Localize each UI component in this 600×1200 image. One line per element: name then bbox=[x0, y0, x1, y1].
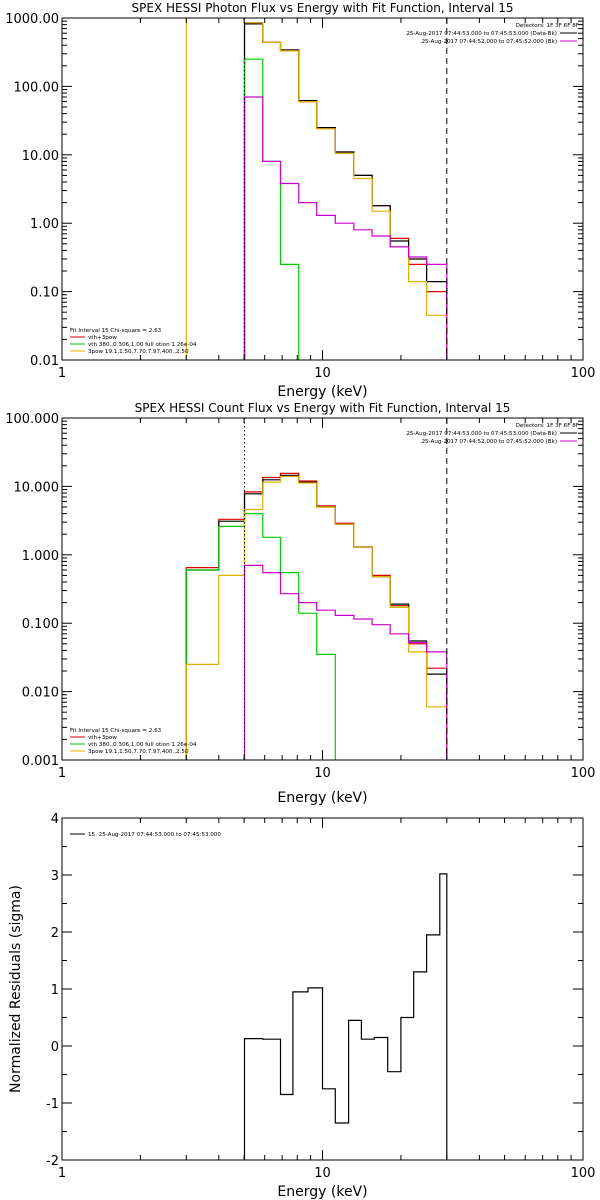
y-tick-label: 1.00 bbox=[30, 217, 59, 232]
legend-label: vth+3pow bbox=[88, 335, 117, 341]
legend-label: vth 380.,0.306,1.00 full otion 1.26e-04 bbox=[88, 342, 197, 348]
header-annotation: Detectors: 1F 3F 6F 8F bbox=[516, 23, 579, 29]
legend-label: vth 380.,0.306,1.00 full otion 1.26e-04 bbox=[88, 742, 197, 748]
y-axis-label: Normalized Residuals (sigma) bbox=[8, 885, 24, 1093]
chart-title: SPEX HESSI Photon Flux vs Energy with Fi… bbox=[132, 1, 514, 15]
y-tick-label: 10.000 bbox=[14, 480, 60, 495]
series-vth-3pow-total bbox=[243, 22, 448, 360]
header-annotation: 25-Aug-2017 07:44:53.000 to 07:45:53.000… bbox=[406, 431, 557, 437]
series-vth bbox=[185, 513, 336, 760]
x-tick-label: 1 bbox=[58, 366, 66, 381]
series-3pow bbox=[185, 18, 448, 360]
photon-flux-panel: 1 10 100 1000.00 100.00 10.00 1.00 0.10 0.01 SPEX… bbox=[5, 1, 596, 400]
plot-frame bbox=[61, 417, 584, 761]
x-tick-label: 100 bbox=[571, 366, 596, 381]
y-tick-label: 100.000 bbox=[5, 412, 59, 427]
count-flux-panel: 1 10 100 100.000 10.000 1.000 0.100 0.010 0.001 S… bbox=[5, 401, 595, 806]
x-tick-label: 100 bbox=[571, 1166, 596, 1181]
legend-label: Fit Interval 15 Chi-square = 2.63 bbox=[70, 728, 162, 734]
header-annotation: 25-Aug-2017 07:44:52.000 to 07:45:52.000… bbox=[421, 39, 557, 45]
y-tick-label: 0.001 bbox=[22, 754, 59, 769]
series-vth bbox=[243, 58, 300, 360]
x-tick-label: 1 bbox=[58, 766, 66, 781]
x-tick-label: 1 bbox=[58, 1166, 66, 1181]
x-tick-label: 10 bbox=[314, 766, 331, 781]
x-axis-label: Energy (keV) bbox=[277, 790, 367, 806]
x-axis-label: Energy (keV) bbox=[277, 1184, 367, 1200]
y-tick-label: 1000.00 bbox=[5, 12, 59, 27]
legend-label: 3pow 19.1,1.50,7.70,7.97,400.,2.50 bbox=[88, 749, 189, 755]
y-tick-label: 4 bbox=[51, 812, 59, 827]
y-tick-label: 0.01 bbox=[30, 354, 59, 369]
chart-title: SPEX HESSI Count Flux vs Energy with Fit… bbox=[135, 401, 511, 415]
series-residuals bbox=[243, 873, 448, 1160]
legend-label: 15. 25-Aug-2017 07:44:53.000 to 07:45:53… bbox=[88, 832, 221, 838]
y-tick-label: 0.100 bbox=[22, 617, 59, 632]
y-tick-label: 0.10 bbox=[30, 286, 59, 301]
series-background bbox=[243, 564, 448, 760]
legend-label: Fit Interval 15 Chi-square = 2.63 bbox=[70, 328, 162, 334]
series-background bbox=[243, 96, 448, 360]
x-tick-label: 10 bbox=[314, 366, 331, 381]
x-axis-label: Energy (keV) bbox=[277, 384, 367, 400]
series-data-minus-background bbox=[243, 23, 448, 360]
y-tick-label: -2 bbox=[46, 1154, 59, 1169]
header-annotation: 25-Aug-2017 07:44:53.000 to 07:45:53.000… bbox=[406, 31, 557, 37]
x-tick-label: 100 bbox=[571, 766, 596, 781]
y-tick-label: 0 bbox=[51, 1040, 59, 1055]
plot-frame bbox=[61, 17, 584, 361]
y-tick-label: -1 bbox=[46, 1097, 59, 1112]
y-tick-label: 0.010 bbox=[22, 686, 59, 701]
x-tick-label: 10 bbox=[314, 1166, 331, 1181]
legend-label: 3pow 19.1,1.50,7.70,7.97,400.,2.50 bbox=[88, 349, 189, 355]
y-tick-label: 1.000 bbox=[22, 549, 59, 564]
y-tick-label: 100.00 bbox=[14, 80, 60, 95]
y-tick-label: 10.00 bbox=[22, 149, 59, 164]
y-tick-label: 2 bbox=[51, 926, 59, 941]
header-annotation: Detectors: 1F 3F 6F 8F bbox=[516, 423, 579, 429]
header-annotation: 25-Aug-2017 07:44:52.000 to 07:45:52.000… bbox=[421, 439, 557, 445]
y-tick-label: 3 bbox=[51, 869, 59, 884]
y-tick-label: 1 bbox=[51, 983, 59, 998]
legend-label: vth+3pow bbox=[88, 735, 117, 741]
